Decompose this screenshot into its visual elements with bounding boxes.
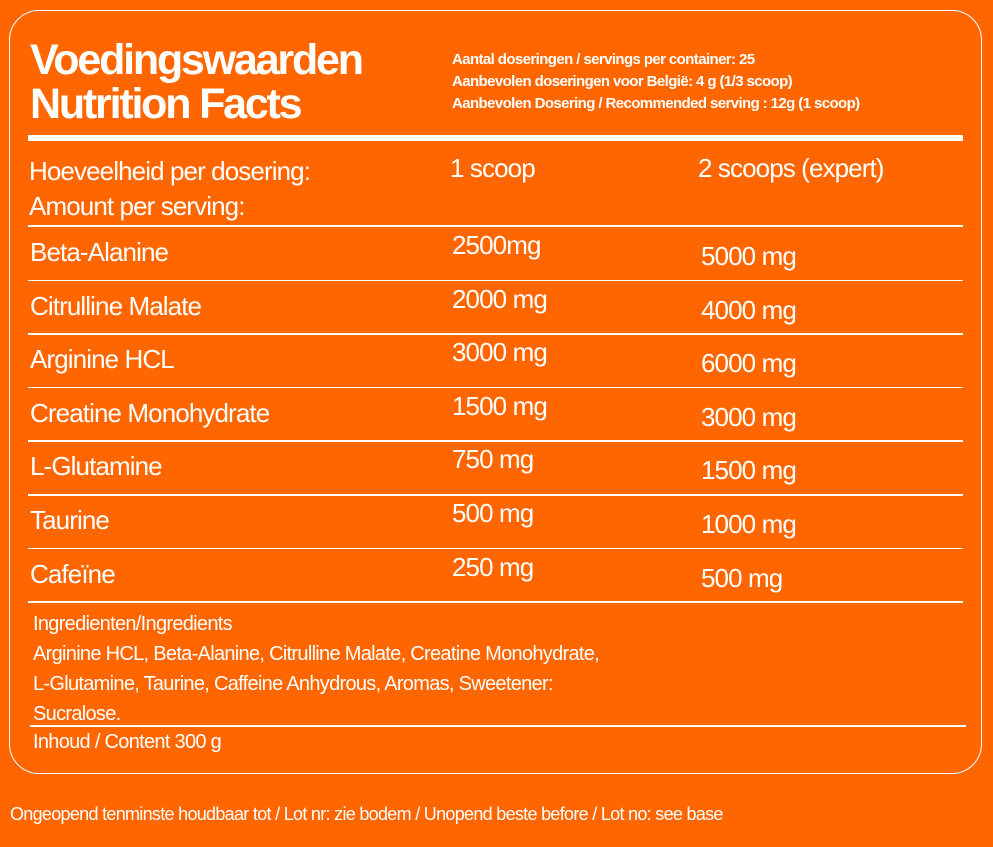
- row-divider: [28, 440, 963, 442]
- nutrient-value-2-scoops: 3000 mg: [701, 401, 797, 432]
- ingredients-line: Arginine HCL, Beta-Alanine, Citrulline M…: [33, 643, 600, 665]
- nutrient-value-1-scoop: 750 mg: [452, 444, 534, 475]
- nutrient-value-2-scoops: 1000 mg: [701, 509, 797, 539]
- content-weight: Inhoud / Content 300 g: [33, 731, 222, 753]
- nutrient-value-1-scoop: 2500mg: [452, 230, 541, 260]
- nutrient-value-1-scoop: 2000 mg: [452, 283, 548, 314]
- ingredients-heading: Ingredienten/Ingredients: [33, 613, 233, 635]
- row-divider: [28, 279, 963, 282]
- label-frame: [9, 10, 982, 774]
- title-nl: Voedingswaarden: [30, 36, 364, 84]
- nutrient-name: Creatine Monohydrate: [30, 397, 270, 428]
- nutrient-value-1-scoop: 1500 mg: [452, 390, 548, 421]
- column-2-header: 2 scoops (expert): [698, 153, 884, 183]
- ingredients-line: Sucralose.: [33, 703, 121, 725]
- servings-info: Aantal doseringen / servings per contain…: [452, 51, 755, 68]
- nutrient-name: Beta-Alanine: [30, 237, 169, 267]
- nutrient-name: L-Glutamine: [30, 451, 163, 482]
- row-divider: [28, 601, 963, 603]
- nutrient-value-2-scoops: 6000 mg: [701, 348, 797, 379]
- header-divider: [28, 135, 963, 141]
- amount-label-en: Amount per serving:: [29, 191, 245, 221]
- nutrient-value-2-scoops: 1500 mg: [701, 455, 797, 486]
- column-1-header: 1 scoop: [450, 153, 536, 183]
- row-divider: [28, 547, 963, 550]
- nutrient-name: Arginine HCL: [30, 344, 175, 375]
- belgium-dose-info: Aanbevolen doseringen voor België: 4 g (…: [452, 73, 793, 90]
- nutrient-value-1-scoop: 250 mg: [452, 551, 534, 582]
- nutrient-value-1-scoop: 3000 mg: [452, 337, 548, 368]
- nutrient-value-2-scoops: 4000 mg: [701, 294, 797, 325]
- ingredients-divider: [30, 725, 966, 727]
- nutrient-value-1-scoop: 500 mg: [452, 498, 534, 528]
- row-divider: [28, 225, 963, 227]
- nutrient-value-2-scoops: 5000 mg: [701, 241, 797, 271]
- nutrient-name: Taurine: [30, 505, 110, 535]
- nutrient-name: Citrulline Malate: [30, 290, 202, 321]
- row-divider: [28, 494, 963, 496]
- nutrient-name: Cafeïne: [30, 558, 116, 589]
- nutrient-value-2-scoops: 500 mg: [701, 562, 783, 593]
- amount-label-nl: Hoeveelheid per dosering:: [29, 156, 311, 186]
- footer-note: Ongeopend tenminste houdbaar tot / Lot n…: [10, 804, 723, 824]
- ingredients-line: L-Glutamine, Taurine, Caffeine Anhydrous…: [33, 673, 554, 695]
- row-divider: [28, 333, 963, 335]
- recommended-serving-info: Aanbevolen Dosering / Recommended servin…: [452, 95, 860, 112]
- title-en: Nutrition Facts: [30, 80, 303, 128]
- row-divider: [28, 386, 963, 389]
